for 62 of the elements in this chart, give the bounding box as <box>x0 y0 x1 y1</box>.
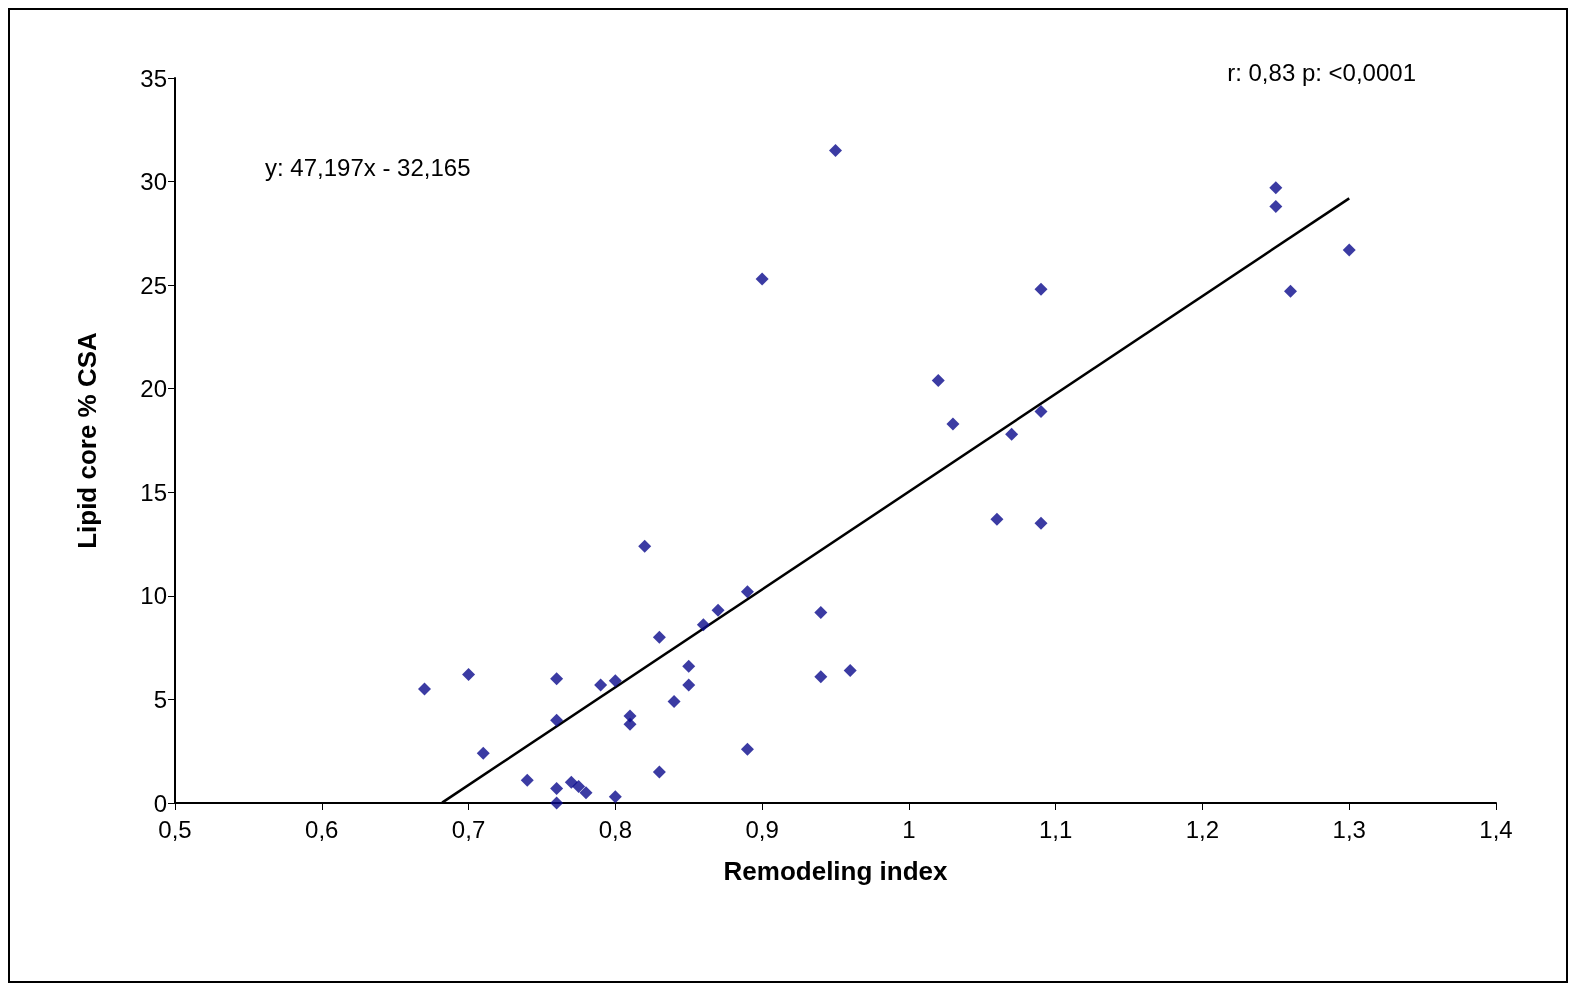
annotation: y: 47,197x - 32,165 <box>265 153 471 181</box>
point <box>990 512 1004 526</box>
point <box>814 670 828 684</box>
point <box>638 539 652 553</box>
y-tick-label: 25 <box>140 271 167 299</box>
point <box>711 603 725 617</box>
annotation: r: 0,83 p: <0,0001 <box>1227 58 1416 86</box>
x-axis-title: Remodeling index <box>723 856 948 886</box>
point <box>623 717 637 731</box>
x-tick-label: 1,2 <box>1185 815 1220 843</box>
point <box>550 713 564 727</box>
point <box>1034 282 1048 296</box>
x-tick-label: 1,1 <box>1038 815 1073 843</box>
point <box>667 695 681 708</box>
point <box>462 668 476 682</box>
y-tick-label: 0 <box>153 789 167 817</box>
point <box>682 678 696 692</box>
x-tick-label: 1,4 <box>1479 815 1513 843</box>
point <box>1034 405 1048 418</box>
point <box>1269 199 1283 213</box>
point <box>1269 181 1283 195</box>
point <box>520 773 534 787</box>
point <box>1284 284 1298 298</box>
point <box>550 782 564 795</box>
point <box>476 746 490 760</box>
x-tick-label: 0,5 <box>158 815 192 843</box>
point <box>594 678 608 692</box>
x-tick-label: 1,3 <box>1332 815 1366 843</box>
x-tick-label: 0,7 <box>451 815 486 843</box>
y-tick-label: 15 <box>140 478 167 506</box>
point <box>755 272 769 286</box>
point <box>682 659 696 673</box>
x-tick-label: 1 <box>902 815 916 843</box>
point <box>740 742 754 756</box>
point <box>696 618 710 632</box>
point <box>550 796 564 810</box>
point <box>814 605 828 619</box>
point <box>946 417 960 431</box>
x-tick-label: 0,9 <box>745 815 779 843</box>
point <box>829 144 842 157</box>
x-tick-label: 0,8 <box>598 815 633 843</box>
y-tick-label: 5 <box>153 685 167 713</box>
y-tick-label: 20 <box>140 375 167 403</box>
y-tick-label: 10 <box>140 582 167 610</box>
point <box>1034 516 1048 530</box>
point <box>579 786 593 800</box>
point <box>608 674 622 688</box>
point <box>572 779 586 793</box>
point <box>550 672 564 686</box>
point <box>608 790 622 804</box>
point <box>740 585 754 599</box>
point <box>652 765 666 779</box>
y-tick-label: 30 <box>140 168 167 196</box>
point <box>1342 243 1356 257</box>
point <box>418 682 432 696</box>
x-tick-label: 0,6 <box>305 815 339 843</box>
point <box>652 630 666 644</box>
point <box>1005 427 1019 441</box>
y-tick-label: 35 <box>140 64 167 92</box>
point <box>843 663 857 677</box>
point <box>931 373 945 387</box>
y-axis-title: Lipid core % CSA <box>72 331 102 549</box>
